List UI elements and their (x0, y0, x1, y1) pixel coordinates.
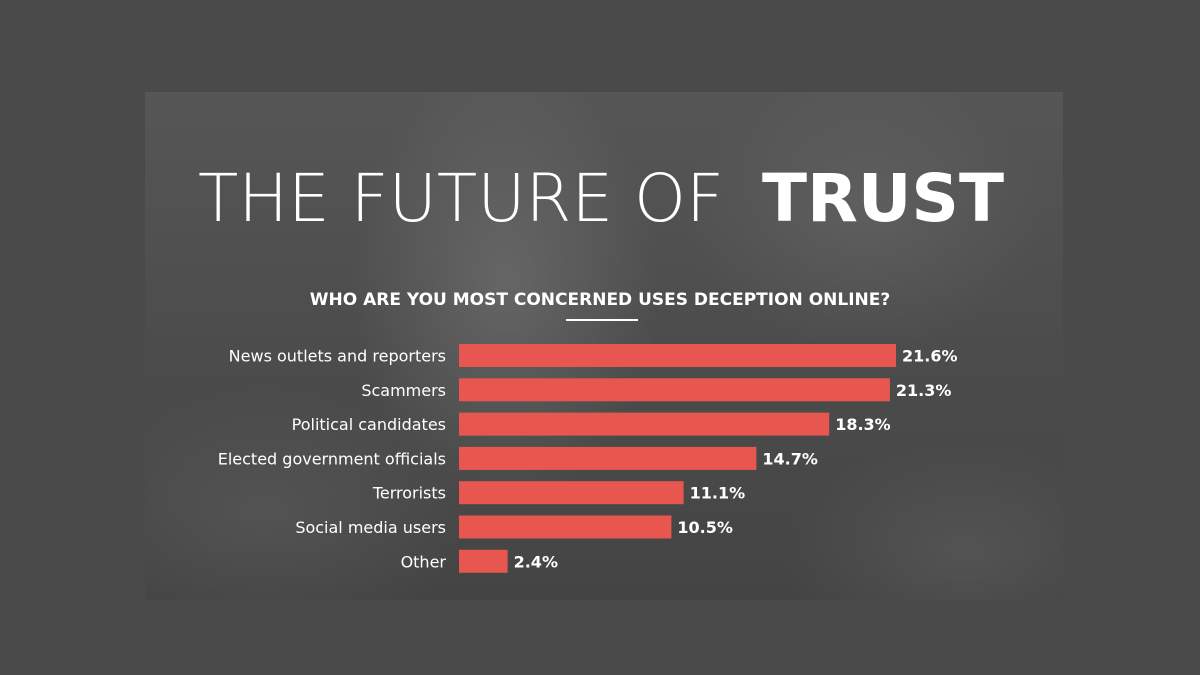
bar-3 (459, 446, 757, 470)
value-labels: 21.6% 21.3% 18.3% 14.7% 11.1% 10.5% 2.4% (514, 347, 958, 572)
value-label-0: 21.6% (902, 347, 958, 366)
category-label-6: Other (401, 552, 447, 571)
bar-1 (459, 378, 890, 402)
value-label-2: 18.3% (835, 415, 891, 434)
heading-bold: TRUST (762, 160, 1004, 237)
bar-5 (459, 515, 672, 539)
category-label-4: Terrorists (372, 484, 446, 503)
bars-layer (459, 344, 896, 573)
bar-4 (459, 481, 684, 505)
value-label-3: 14.7% (762, 449, 818, 468)
bar-2 (459, 412, 830, 436)
category-labels: News outlets and reporters Scammers Politi… (218, 347, 447, 572)
value-label-4: 11.1% (690, 484, 746, 503)
category-label-3: Elected government officials (218, 449, 446, 468)
category-label-1: Scammers (361, 381, 446, 400)
category-label-0: News outlets and reporters (229, 347, 446, 366)
value-label-6: 2.4% (514, 552, 558, 571)
category-label-2: Political candidates (292, 415, 446, 434)
bar-0 (459, 344, 896, 367)
title-underline (566, 319, 638, 321)
value-label-5: 10.5% (677, 518, 733, 537)
chart-title: WHO ARE YOU MOST CONCERNED USES DECEPTIO… (310, 290, 891, 310)
category-label-5: Social media users (295, 518, 446, 537)
heading-light: THE FUTURE OF (198, 160, 724, 237)
bar-6 (459, 549, 508, 573)
value-label-1: 21.3% (896, 381, 952, 400)
